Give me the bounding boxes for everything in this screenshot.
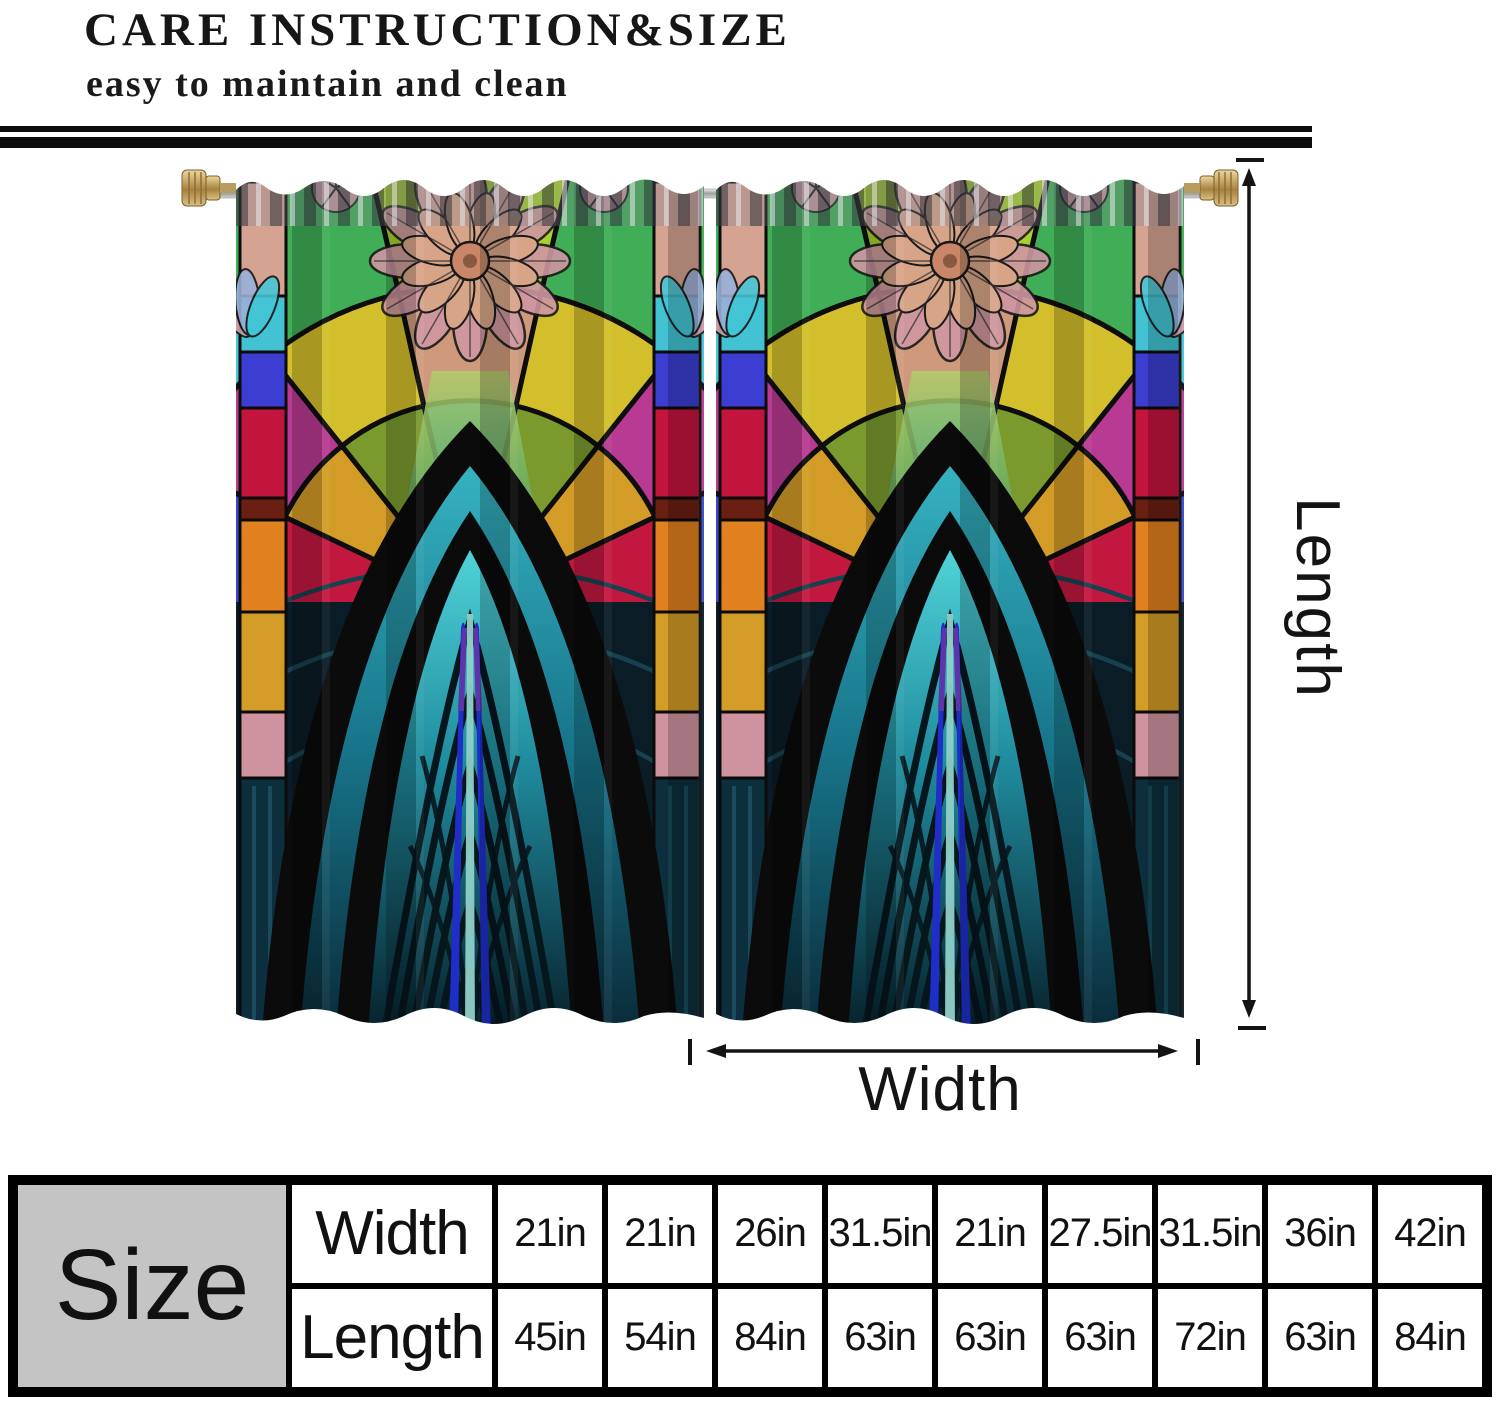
width-value-cell: 31.5in [825, 1181, 935, 1286]
right-finial [1181, 168, 1239, 207]
length-value-cell: 54in [605, 1285, 715, 1390]
size-table: Size Width 21in 21in 26in 31.5in 21in 27… [8, 1174, 1492, 1397]
page-title: CARE INSTRUCTION&SIZE [84, 4, 791, 56]
length-row-label: Length [289, 1285, 495, 1390]
width-label: Width [858, 1055, 1021, 1124]
left-finial [181, 168, 239, 207]
length-value-cell: 84in [1375, 1285, 1485, 1390]
width-value-cell: 21in [935, 1181, 1045, 1286]
length-value-cell: 45in [495, 1285, 605, 1390]
length-label: Length [1283, 497, 1352, 699]
length-arrow [1236, 157, 1266, 1030]
divider-line-thick [0, 136, 1312, 148]
width-value-cell: 26in [715, 1181, 825, 1286]
width-row-label: Width [289, 1181, 495, 1286]
length-value-cell: 63in [1045, 1285, 1155, 1390]
curtain-size-diagram: Length Width [0, 148, 1500, 1163]
length-value-cell: 72in [1155, 1285, 1265, 1390]
length-value-cell: 63in [935, 1285, 1045, 1390]
width-value-cell: 27.5in [1045, 1181, 1155, 1286]
page-subtitle: easy to maintain and clean [86, 62, 569, 105]
width-value-cell: 21in [495, 1181, 605, 1286]
divider-line-thin [0, 125, 1312, 132]
length-value-cell: 84in [715, 1285, 825, 1390]
width-value-cell: 21in [605, 1181, 715, 1286]
width-arrow [688, 1038, 1200, 1065]
width-value-cell: 42in [1375, 1181, 1485, 1286]
header: CARE INSTRUCTION&SIZE easy to maintain a… [0, 0, 1500, 105]
length-value-cell: 63in [825, 1285, 935, 1390]
width-value-cell: 31.5in [1155, 1181, 1265, 1286]
length-value-cell: 63in [1265, 1285, 1375, 1390]
curtain-diagram-svg: Length Width [0, 148, 1500, 1158]
width-value-cell: 36in [1265, 1181, 1375, 1286]
size-corner-cell: Size [15, 1181, 289, 1390]
